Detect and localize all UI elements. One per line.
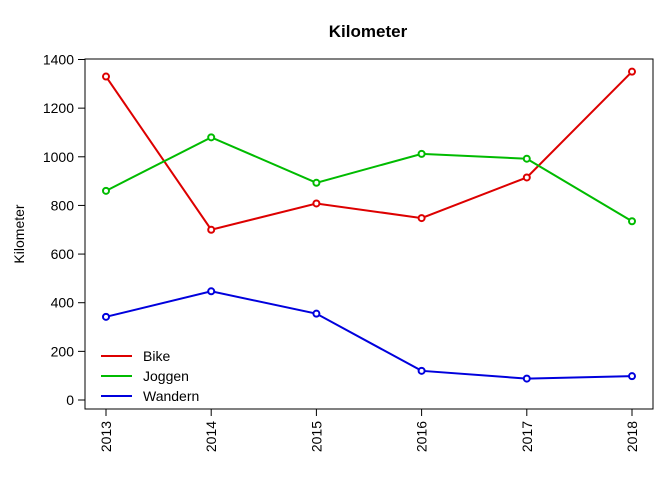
y-tick-label: 400 — [51, 295, 75, 311]
series-bike — [102, 67, 636, 234]
y-tick-label: 1200 — [43, 100, 74, 116]
legend-label: Joggen — [143, 368, 189, 384]
y-tick-label: 200 — [51, 343, 75, 359]
data-point — [628, 372, 636, 381]
data-point — [417, 149, 426, 158]
data-point — [522, 173, 531, 182]
data-point — [207, 133, 216, 142]
data-point — [417, 214, 426, 223]
legend-label: Bike — [143, 348, 170, 364]
data-point — [312, 178, 321, 187]
x-axis: 2013 2014 2015 2016 2017 2018 — [98, 409, 640, 452]
x-tick-label: 2018 — [624, 421, 640, 452]
y-tick-label: 1000 — [43, 149, 74, 165]
data-point — [522, 154, 531, 163]
y-tick-label: 600 — [51, 246, 75, 262]
series-line — [105, 290, 633, 380]
y-axis: 0 200 400 600 800 1000 1200 1400 — [43, 52, 85, 408]
chart-title: Kilometer — [329, 22, 408, 41]
data-point — [207, 287, 216, 296]
x-tick-label: 2013 — [98, 421, 114, 452]
series-wandern — [102, 287, 636, 383]
legend: Bike Joggen Wandern — [101, 348, 199, 404]
x-tick-label: 2014 — [203, 421, 219, 452]
data-point — [102, 312, 110, 321]
x-tick-label: 2015 — [308, 421, 324, 452]
data-point — [522, 374, 531, 383]
data-point — [312, 309, 321, 318]
data-point — [102, 186, 110, 195]
x-tick-label: 2017 — [519, 421, 535, 452]
series-line — [105, 70, 633, 231]
y-tick-label: 800 — [51, 197, 75, 213]
data-point — [628, 67, 636, 76]
y-axis-label: Kilometer — [11, 204, 27, 263]
legend-label: Wandern — [143, 388, 199, 404]
data-point — [102, 72, 110, 81]
data-point — [207, 225, 216, 234]
series-joggen — [102, 133, 636, 226]
series-layer — [102, 67, 636, 383]
series-line — [105, 136, 633, 223]
data-point — [312, 199, 321, 208]
y-tick-label: 0 — [66, 392, 74, 408]
data-point — [628, 217, 636, 226]
plot-frame — [84, 58, 654, 410]
y-tick-label: 1400 — [43, 52, 74, 68]
x-tick-label: 2016 — [414, 421, 430, 452]
data-point — [417, 366, 426, 375]
